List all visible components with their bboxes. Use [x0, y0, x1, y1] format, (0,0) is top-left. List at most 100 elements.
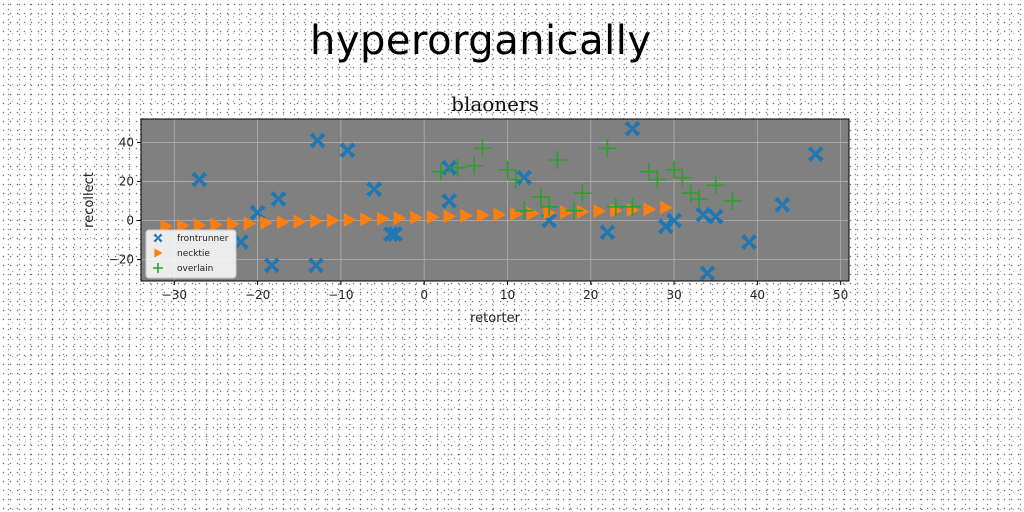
x-tick-label: 10 [500, 288, 515, 302]
x-tick-label: 20 [583, 288, 598, 302]
necktie-point [476, 208, 490, 223]
overlain-point [515, 201, 534, 220]
legend-label-overlain: overlain [177, 264, 213, 274]
overlain-point [465, 156, 484, 175]
frontrunner-point [707, 208, 724, 225]
necktie-point [576, 204, 590, 219]
frontrunner-point [382, 226, 399, 243]
overlain-point [648, 170, 667, 189]
necktie-point [560, 205, 573, 220]
y-tick-label: 40 [119, 135, 134, 149]
necktie-point [493, 207, 507, 222]
x-tick-label: −10 [328, 288, 353, 302]
frontrunner-point [339, 142, 356, 159]
necktie-point [393, 211, 407, 226]
frontrunner-point [807, 146, 824, 163]
necktie-point [343, 212, 357, 227]
necktie-point [243, 216, 257, 231]
overlain-point [540, 197, 559, 216]
necktie-point [426, 209, 440, 224]
plot-area [141, 119, 849, 281]
page-title: hyperorganically [310, 18, 652, 64]
y-axis-label: recollect [82, 172, 97, 228]
legend-label-frontrunner: frontrunner [177, 234, 229, 244]
frontrunner-point [741, 233, 758, 250]
overlain-point [498, 160, 517, 179]
overlain-point [506, 170, 525, 189]
frontrunner-point [699, 265, 716, 282]
overlain-point [623, 197, 642, 216]
y-tick-label: −20 [109, 253, 134, 267]
overlain-point [565, 201, 584, 220]
legend-label-necktie: necktie [177, 249, 210, 259]
legend: frontrunner necktie overlain [145, 229, 237, 279]
legend-item-overlain: overlain [153, 263, 213, 274]
legend-marker-overlain [153, 263, 163, 273]
overlain-point [573, 184, 592, 203]
series-necktie [160, 200, 673, 234]
data-marks [160, 120, 824, 282]
frontrunner-point [307, 257, 324, 274]
necktie-point [410, 210, 423, 225]
legend-box [145, 229, 237, 279]
legend-marker-necktie [154, 248, 163, 258]
necktie-point [360, 212, 373, 227]
necktie-point [443, 209, 457, 224]
frontrunner-point [232, 233, 249, 250]
x-tick-label: −20 [245, 288, 270, 302]
overlain-point [473, 139, 492, 158]
necktie-point [593, 204, 607, 219]
chart-title: blaoners [451, 92, 539, 116]
necktie-point [326, 213, 340, 228]
necktie-point [227, 217, 240, 232]
overlain-point [640, 162, 659, 181]
necktie-point [260, 215, 273, 230]
axis-ticks: −30 −20 −10 0 10 20 30 40 50 −20 0 20 40 [109, 135, 849, 302]
necktie-point [293, 214, 307, 229]
necktie-point [510, 207, 523, 222]
x-tick-label: 0 [420, 288, 428, 302]
frontrunner-point [695, 206, 712, 223]
x-tick-label: 50 [833, 288, 848, 302]
necktie-point [643, 202, 657, 217]
overlain-point [723, 191, 742, 210]
overlain-point [431, 162, 450, 181]
overlain-point [606, 197, 625, 216]
x-tick-label: 30 [666, 288, 681, 302]
frontrunner-point [309, 132, 326, 149]
necktie-point [193, 218, 207, 233]
overlain-point [598, 139, 617, 158]
necktie-point [376, 211, 390, 226]
plot-frame [140, 118, 850, 282]
frontrunner-point [624, 120, 641, 137]
necktie-point [310, 214, 323, 229]
necktie-point [177, 218, 190, 233]
overlain-point [448, 158, 467, 177]
x-tick-label: −30 [162, 288, 187, 302]
x-tick-label: 40 [750, 288, 765, 302]
legend-item-frontrunner: frontrunner [153, 233, 229, 244]
overlain-point [706, 176, 725, 195]
legend-item-necktie: necktie [154, 248, 210, 259]
frontrunner-point [516, 169, 533, 186]
series-overlain [431, 139, 742, 220]
frontrunner-point [599, 224, 616, 241]
y-tick-label: 20 [119, 174, 134, 188]
overlain-point [665, 160, 684, 179]
frontrunner-point [774, 196, 791, 213]
overlain-point [690, 190, 709, 209]
frontrunner-point [263, 257, 280, 274]
legend-marker-frontrunner [153, 233, 163, 243]
series-frontrunner [191, 120, 824, 282]
overlain-point [531, 188, 550, 207]
frontrunner-point [270, 191, 287, 208]
necktie-point [660, 200, 673, 215]
frontrunner-point [666, 212, 683, 229]
frontrunner-point [191, 171, 208, 188]
overlain-point [673, 168, 692, 187]
y-tick-label: 0 [126, 213, 134, 227]
frontrunner-point [366, 181, 383, 198]
frontrunner-point [387, 226, 404, 243]
frontrunner-point [441, 192, 458, 209]
